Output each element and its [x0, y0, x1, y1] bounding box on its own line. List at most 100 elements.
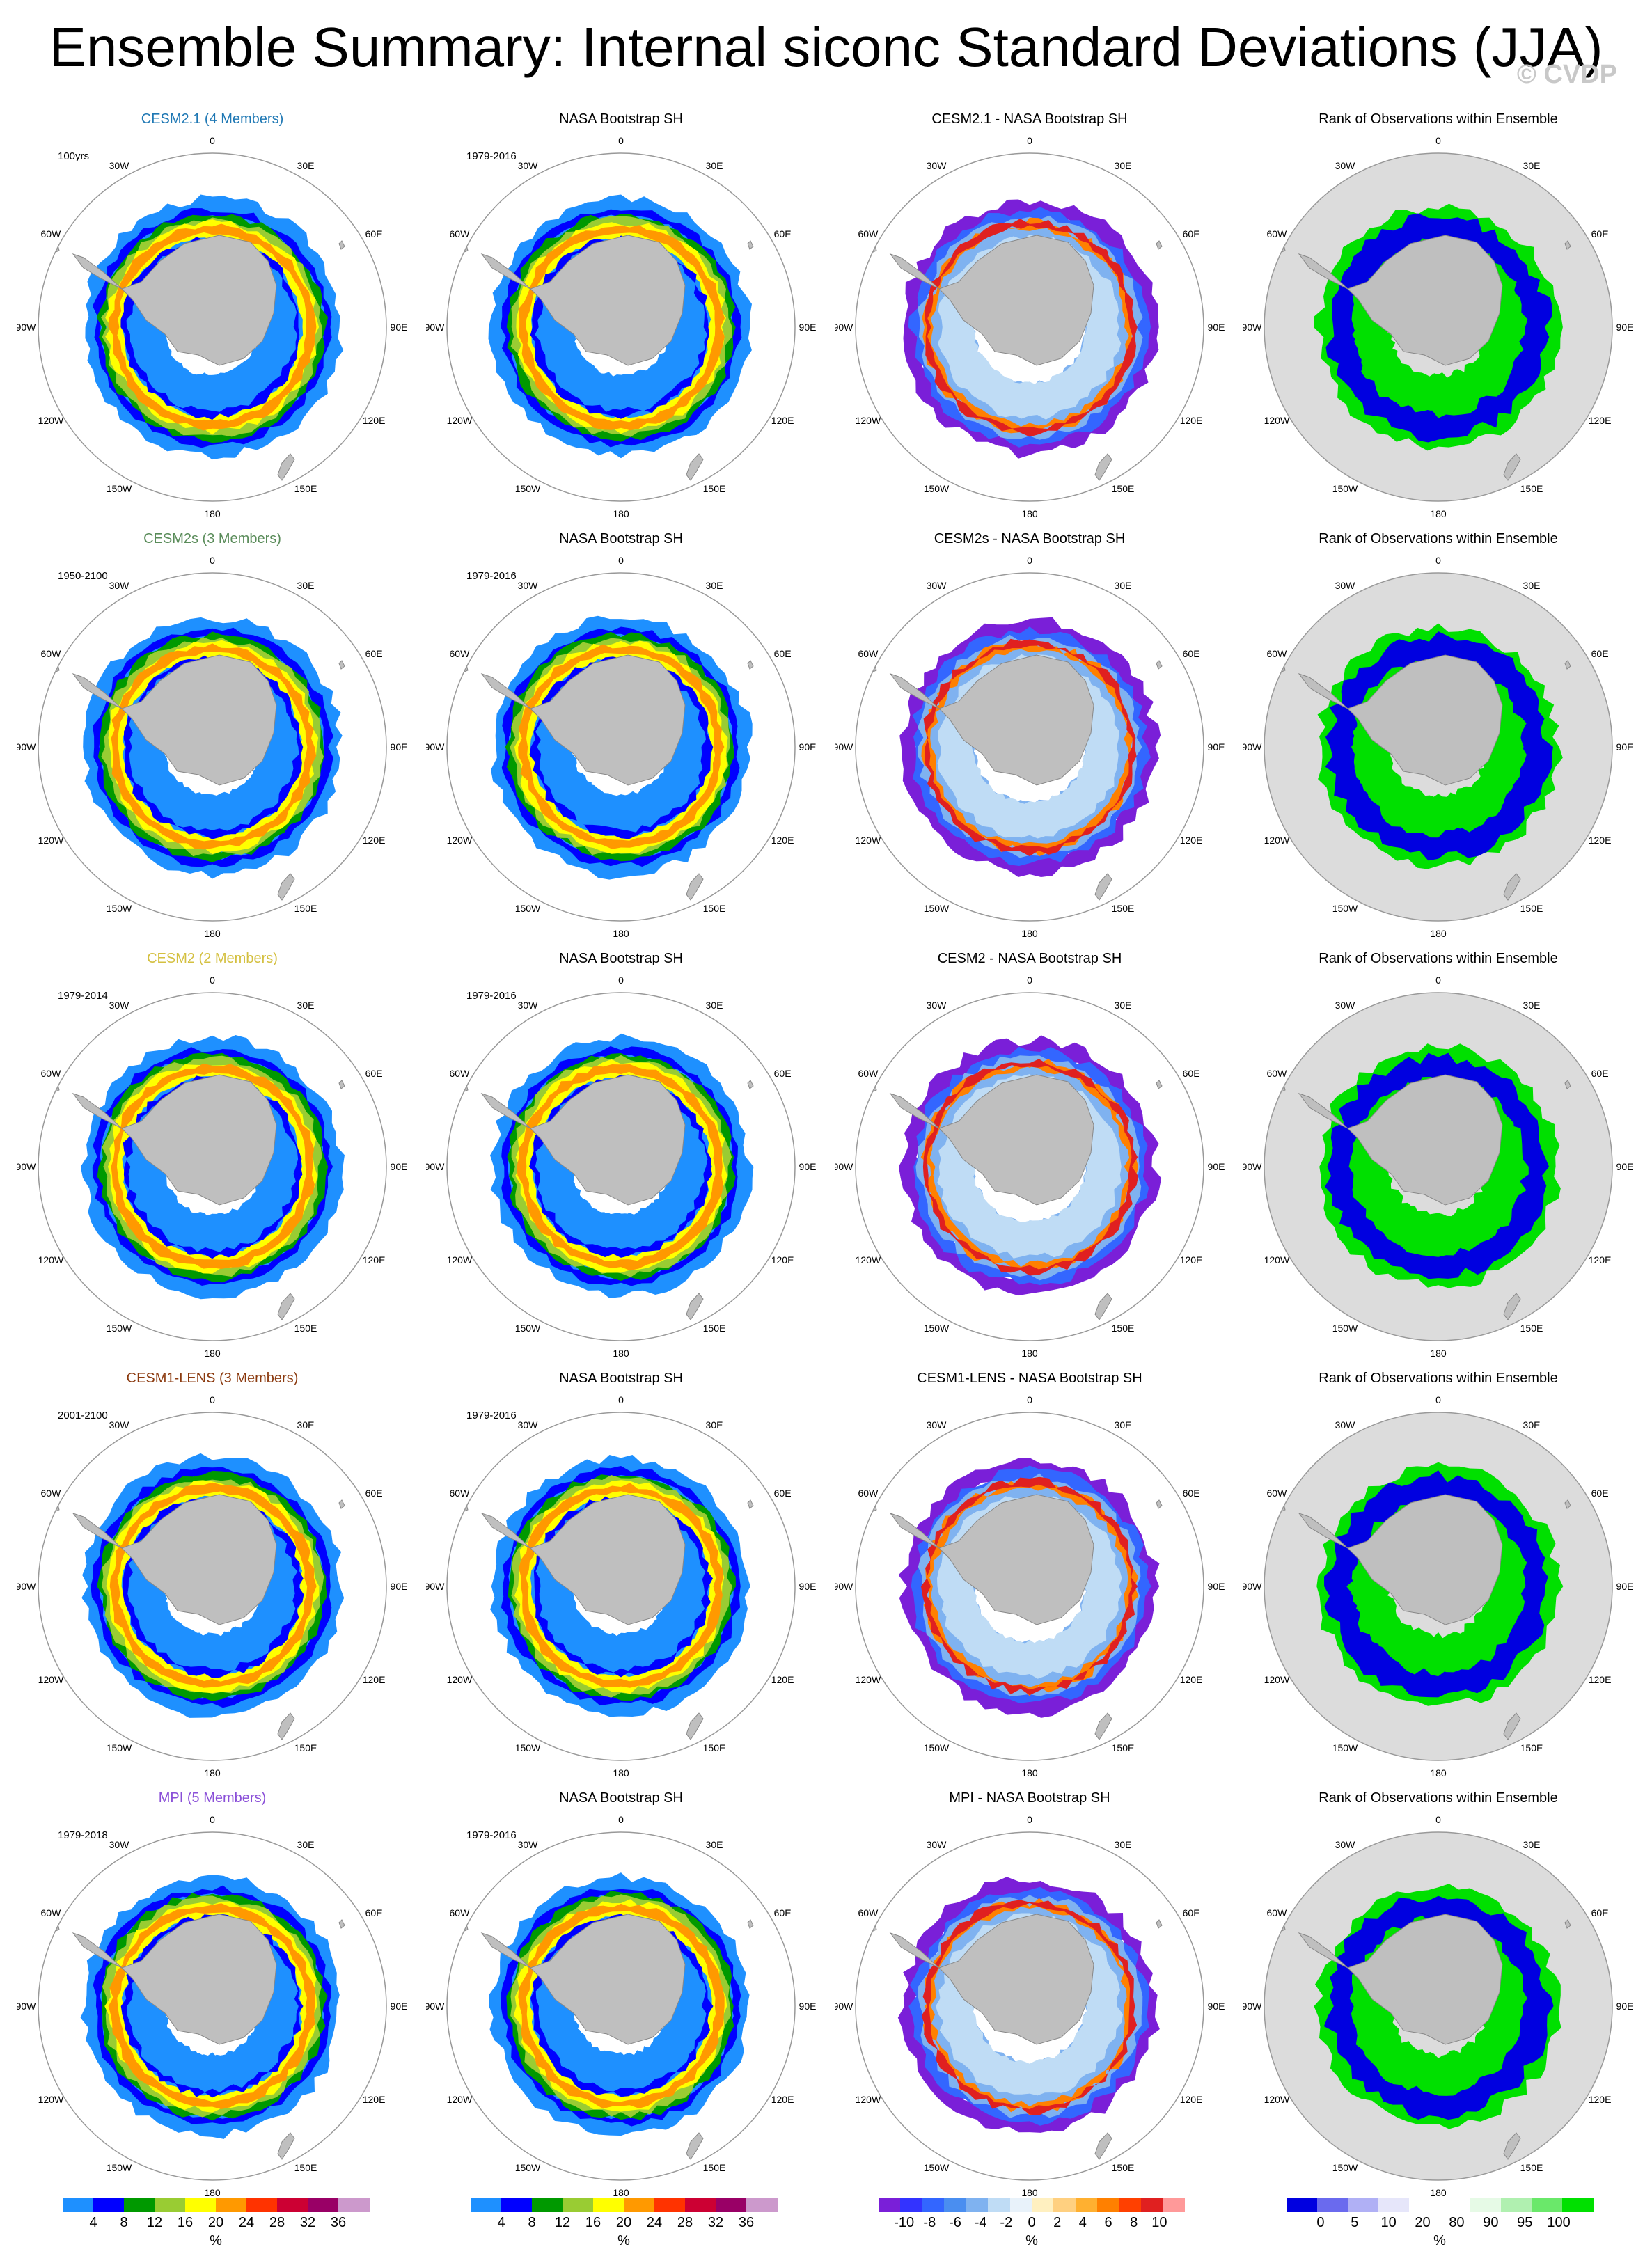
colorbar-tick: 28 [677, 2215, 693, 2230]
lon-label: 30E [1523, 1000, 1541, 1011]
lon-label: 150W [1332, 1323, 1358, 1334]
lon-label: 120W [38, 2094, 64, 2105]
lon-label: 60W [858, 1488, 879, 1499]
lon-label: 120E [363, 1674, 386, 1685]
map-boundary [446, 572, 796, 922]
lon-label: 120E [1589, 1674, 1612, 1685]
colorbar-swatch [1097, 2198, 1120, 2212]
lon-label: 60W [1267, 228, 1288, 239]
landmass [1094, 1712, 1112, 1740]
colorbar-swatch [532, 2198, 563, 2212]
lon-label: 0 [618, 1814, 624, 1825]
lon-label: 150E [294, 2162, 317, 2173]
lon-label: 90W [426, 2001, 445, 2012]
map-panel: Rank of Observations within Ensemble 0 30E… [1243, 951, 1633, 1369]
lon-label: 150E [703, 483, 726, 494]
colorbar-swatch [966, 2198, 989, 2212]
map-panel: Rank of Observations within Ensemble 0 30E… [1243, 1371, 1633, 1788]
landmass [72, 1093, 123, 1129]
lon-label: 150E [1520, 903, 1543, 914]
colorbar-unit: % [210, 2233, 222, 2248]
lon-label: 0 [1027, 975, 1032, 986]
landmass [480, 1093, 531, 1129]
lon-label: 60E [774, 1488, 792, 1499]
polar-map: 0 30E 60E 90E 120E 150E 180 150W 120W 90W 60W 30W [426, 1814, 816, 2198]
panel-title: NASA Bootstrap SH [559, 531, 683, 546]
lon-label: 60W [41, 648, 62, 659]
period-label: 1979-2016 [466, 1410, 517, 1421]
lon-label: 30W [518, 580, 539, 591]
colorbar-swatch [988, 2198, 1011, 2212]
lon-label: 150E [1112, 483, 1135, 494]
antarctica-land [530, 235, 686, 366]
lon-label: 150E [1520, 2162, 1543, 2173]
colorbar-tick: 0 [1316, 2215, 1325, 2230]
lon-label: 150W [1332, 483, 1358, 494]
lon-label: 120E [1180, 1254, 1203, 1265]
lon-label: 30W [927, 160, 947, 171]
lon-label: 120E [771, 2094, 794, 2105]
lon-label: 150E [1112, 1742, 1135, 1753]
antarctica-land [938, 1074, 1094, 1206]
colorbar-swatch [277, 2198, 308, 2212]
colorbar-difference: -10 -8 -6 -4 -2 0 2 4 6 8 10% [879, 2198, 1186, 2254]
landmass [1564, 660, 1571, 670]
map-boundary [1264, 1831, 1613, 2181]
lon-label: 30W [109, 580, 130, 591]
lon-label: 60E [1591, 1488, 1609, 1499]
lon-label: 30E [1115, 160, 1132, 171]
map-boundary [38, 572, 387, 922]
lon-label: 30W [109, 160, 130, 171]
lon-label: 150E [703, 1323, 726, 1334]
colorbar-tick: 4 [89, 2215, 97, 2230]
antarctica-land [530, 1074, 686, 1206]
lon-label: 90E [799, 2001, 816, 2012]
lon-label: 120E [1180, 1674, 1203, 1685]
landmass [338, 660, 345, 670]
lon-label: 30E [706, 1839, 723, 1850]
map-panel: CESM1-LENS - NASA Bootstrap SH 0 30E 60E 90E… [835, 1371, 1225, 1788]
colorbar-swatch [1032, 2198, 1054, 2212]
landmass [72, 1932, 123, 1969]
lon-label: 30W [109, 1419, 130, 1430]
map-boundary [1264, 152, 1613, 502]
lon-label: 60E [774, 1068, 792, 1079]
lon-label: 120E [1589, 2094, 1612, 2105]
lon-label: 120E [363, 415, 386, 426]
polar-map: 0 30E 60E 90E 120E 150E 180 150W 120W 90W 60W 30W [835, 1394, 1225, 1779]
lon-label: 60W [41, 1488, 62, 1499]
lon-label: 90E [1616, 1161, 1633, 1172]
lon-label: 120W [856, 2094, 881, 2105]
map-boundary [855, 992, 1204, 1341]
map-boundary [855, 572, 1204, 922]
colorbar-tick: 12 [554, 2215, 571, 2230]
lon-label: 30E [297, 1839, 315, 1850]
colorbar-tick: 16 [585, 2215, 601, 2230]
landmass [1156, 1499, 1163, 1509]
polar-map: 0 30E 60E 90E 120E 150E 180 150W 120W 90W 60W 30W [426, 1394, 816, 1779]
colorbar-swatch [124, 2198, 155, 2212]
lon-label: 150W [107, 1323, 132, 1334]
map-boundary [446, 992, 796, 1341]
map-panel: NASA Bootstrap SH 0 30E 60E 90E 120E 150E 180 15… [426, 111, 816, 529]
lon-label: 150E [703, 903, 726, 914]
lon-label: 120E [1589, 1254, 1612, 1265]
colorbar-unit: % [617, 2233, 630, 2248]
map-panel: MPI (5 Members) 0 30E 60E 90E 120E 150E 180 150W… [17, 1790, 407, 2208]
lon-label: 150W [107, 2162, 132, 2173]
landmass [686, 453, 704, 481]
lon-label: 120W [447, 1254, 473, 1265]
colorbar-tick: 6 [1104, 2215, 1112, 2230]
antarctica-land [938, 1494, 1094, 1625]
colorbar-swatch [716, 2198, 747, 2212]
map-panel: CESM1-LENS (3 Members) 0 30E 60E 90E 120E 150E… [17, 1371, 407, 1788]
colorbar-swatch [563, 2198, 594, 2212]
polar-map: 0 30E 60E 90E 120E 150E 180 150W 120W 90W 60W 30W [426, 555, 816, 939]
lon-label: 0 [210, 975, 215, 986]
colorbar-swatch [1075, 2198, 1098, 2212]
map-boundary [446, 1831, 796, 2181]
map-panel: NASA Bootstrap SH 0 30E 60E 90E 120E 150E 180 15… [426, 1371, 816, 1788]
lon-label: 0 [210, 135, 215, 146]
lon-label: 150W [924, 483, 950, 494]
panel-title: Rank of Observations within Ensemble [1319, 111, 1558, 127]
